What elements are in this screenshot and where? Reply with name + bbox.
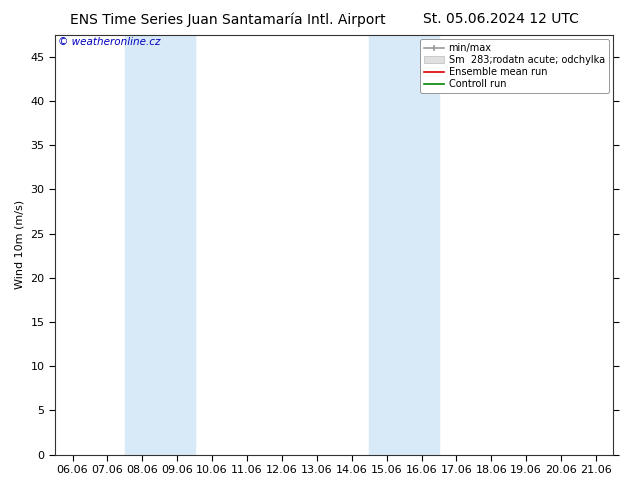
Text: St. 05.06.2024 12 UTC: St. 05.06.2024 12 UTC — [423, 12, 579, 26]
Text: ENS Time Series Juan Santamaría Intl. Airport: ENS Time Series Juan Santamaría Intl. Ai… — [70, 12, 386, 27]
Bar — [125, 35, 195, 455]
Text: © weatheronline.cz: © weatheronline.cz — [58, 37, 160, 47]
Bar — [369, 35, 439, 455]
Legend: min/max, Sm  283;rodatn acute; odchylka, Ensemble mean run, Controll run: min/max, Sm 283;rodatn acute; odchylka, … — [420, 40, 609, 93]
Y-axis label: Wind 10m (m/s): Wind 10m (m/s) — [15, 200, 25, 289]
